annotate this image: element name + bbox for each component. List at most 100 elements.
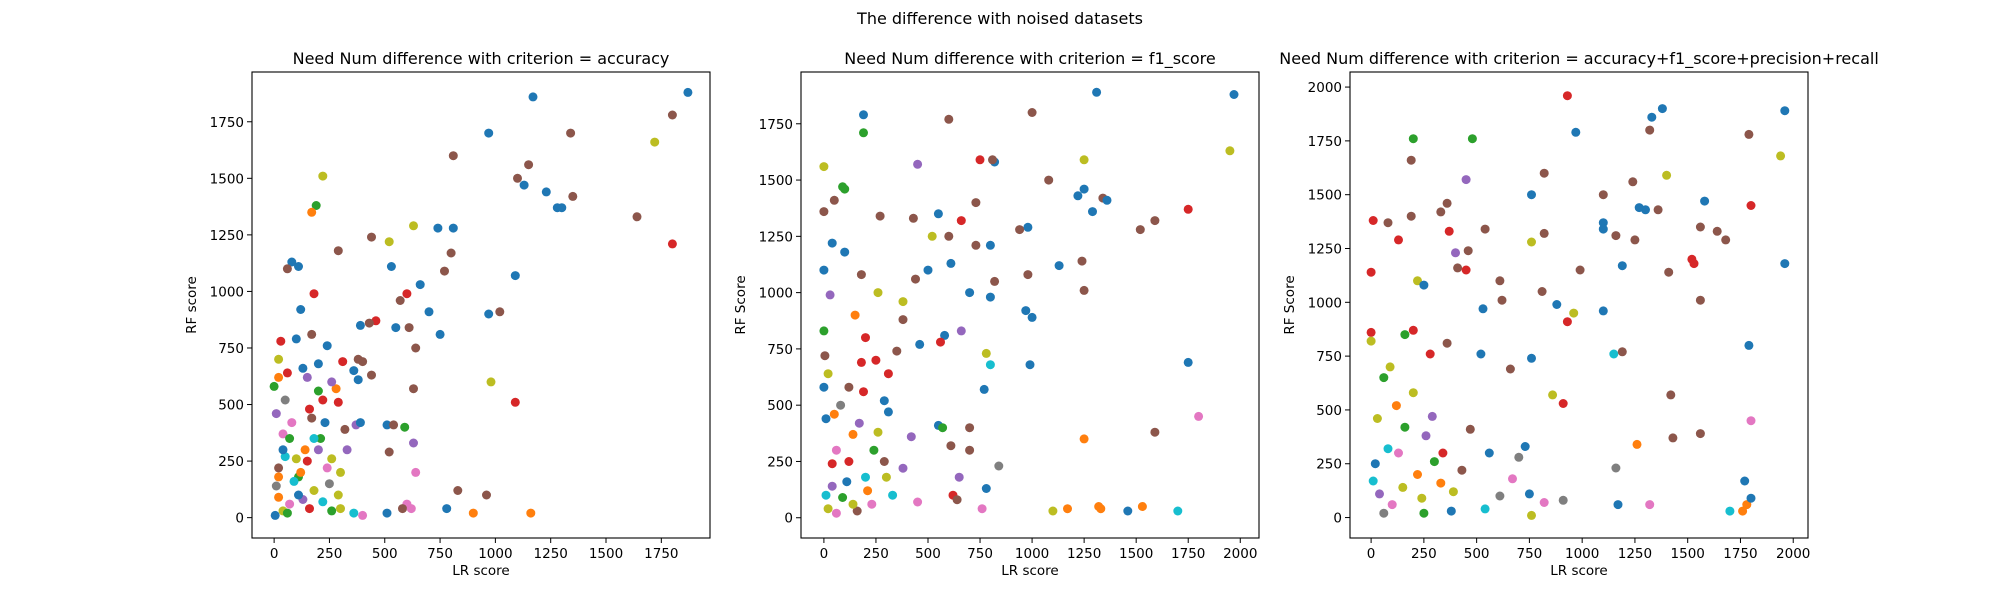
scatter-point — [871, 355, 881, 365]
scatter-point — [985, 292, 995, 302]
scatter-point — [1123, 506, 1133, 516]
scatter-point — [324, 479, 334, 489]
y-tick-label: 1500 — [210, 171, 244, 187]
scatter-point — [1527, 510, 1536, 520]
scatter-point — [819, 162, 829, 172]
scatter-point — [938, 423, 948, 433]
scatter-point — [1611, 231, 1621, 241]
scatter-point — [1453, 263, 1463, 273]
x-tick-label: 500 — [372, 546, 398, 562]
scatter-point — [1425, 349, 1435, 359]
scatter-point — [965, 288, 975, 298]
subplot-title-combined: Need Num difference with criterion = acc… — [1279, 49, 1879, 69]
scatter-point — [954, 472, 964, 482]
scatter-point — [1150, 427, 1160, 437]
y-tick-label: 1250 — [759, 229, 793, 245]
scatter-point — [1173, 506, 1183, 516]
scatter-point — [819, 265, 829, 275]
scatter-point — [1023, 270, 1033, 280]
scatter-point — [384, 237, 394, 247]
x-tick-label: 1750 — [1171, 546, 1205, 562]
scatter-point — [825, 290, 835, 300]
scatter-point — [883, 407, 893, 417]
scatter-point — [510, 271, 520, 281]
scatter-point — [1183, 357, 1193, 367]
scatter-point — [1079, 184, 1089, 194]
scatter-point — [1569, 308, 1579, 318]
scatter-point — [823, 504, 833, 514]
x-tick-label: 250 — [863, 546, 889, 562]
x-tick-label: 2000 — [1776, 546, 1810, 562]
scatter-point — [838, 182, 848, 192]
scatter-point — [1598, 224, 1608, 234]
scatter-point — [400, 422, 410, 432]
scatter-point — [848, 499, 858, 509]
subplot-f1-score: 0 250 500 750 1000 1250 1500 1750 2000 0 250 500 75… — [733, 49, 1260, 579]
scatter-point — [1497, 295, 1507, 305]
scatter-point — [927, 231, 937, 241]
x-tick-label: 500 — [915, 546, 941, 562]
scatter-point — [946, 441, 956, 451]
scatter-point — [1137, 502, 1147, 511]
scatter-point — [338, 357, 348, 367]
y-tick-label: 500 — [1316, 403, 1342, 419]
scatter-point — [355, 320, 365, 330]
scatter-point — [863, 486, 873, 496]
scatter-point — [1598, 218, 1608, 228]
scatter-point — [1079, 285, 1089, 295]
scatter-point — [1467, 134, 1477, 144]
scatter-point — [898, 297, 908, 307]
scatter-point — [513, 173, 522, 183]
scatter-point — [956, 216, 966, 226]
x-axis-label-accuracy: LR score — [452, 563, 509, 579]
scatter-point — [873, 288, 883, 298]
scatter-point — [829, 195, 839, 205]
scatter-point — [1413, 470, 1422, 479]
scatter-point — [1645, 125, 1655, 135]
y-tick-label: 1250 — [210, 228, 244, 244]
scatter-point — [1413, 276, 1422, 286]
scatter-point — [285, 434, 295, 443]
scatter-point — [861, 472, 870, 482]
scatter-point — [1015, 225, 1025, 235]
scatter-point — [869, 445, 879, 455]
scatter-point — [848, 429, 858, 439]
scatter-point — [333, 397, 343, 407]
scatter-point — [1776, 151, 1786, 161]
scatter-point — [386, 262, 396, 271]
x-tick-label: 1250 — [1067, 546, 1101, 562]
scatter-point — [1514, 452, 1524, 462]
scatter-point — [322, 341, 332, 351]
y-tick-label: 750 — [218, 341, 244, 357]
scatter-point — [1527, 190, 1536, 200]
scatter-point — [1558, 495, 1568, 505]
scatter-point — [274, 463, 284, 473]
scatter-point — [1406, 155, 1416, 165]
scatter-point — [333, 490, 343, 500]
scatter-point — [280, 395, 290, 405]
scatter-point — [1558, 399, 1568, 408]
scatter-point — [1436, 207, 1446, 217]
scatter-point — [1527, 353, 1536, 363]
scatter-point — [1408, 388, 1418, 398]
scatter-point — [838, 493, 848, 502]
y-axis-ticks-f1-score: 0 250 500 750 1000 1250 1500 1750 — [759, 117, 801, 527]
scatter-point — [287, 418, 297, 428]
scatter-point — [827, 238, 837, 248]
scatter-point — [1150, 216, 1160, 226]
scatter-point — [1539, 168, 1549, 178]
scatter-point — [1408, 325, 1418, 335]
scatter-point — [482, 490, 491, 500]
scatter-point — [1668, 433, 1678, 443]
scatter-point — [1575, 265, 1585, 275]
scatter-point — [287, 257, 297, 267]
scatter-point — [842, 477, 852, 487]
scatter-point — [404, 323, 414, 333]
scatter-point — [850, 310, 860, 320]
x-tick-label: 1000 — [478, 546, 512, 562]
scatter-point — [836, 400, 846, 410]
scatter-point — [1712, 226, 1722, 236]
subplot-accuracy: 0 250 500 750 1000 1250 1500 1750 0 250 500 750 100… — [184, 49, 711, 579]
scatter-point — [852, 506, 862, 516]
scatter-point — [883, 369, 893, 379]
